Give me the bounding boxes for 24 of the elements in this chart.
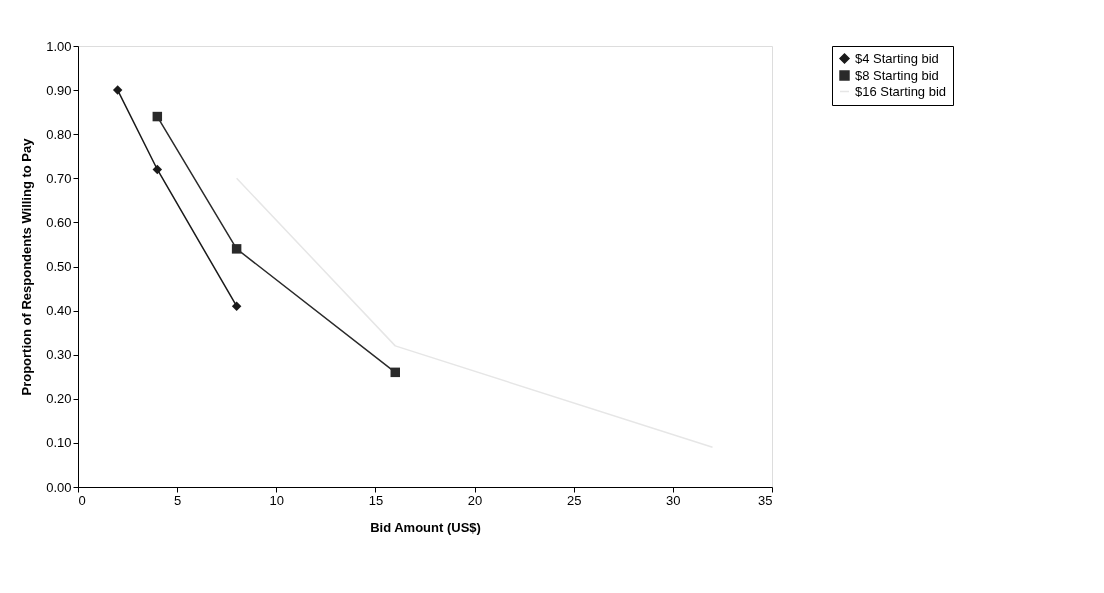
x-tick-label: 5: [174, 492, 182, 508]
y-tick-label: 0.60: [46, 214, 72, 230]
x-tick-label: 20: [467, 492, 483, 508]
y-tick-label: 0.40: [46, 303, 72, 319]
y-tick-label: 0.20: [46, 391, 72, 407]
legend-label: $8 Starting bid: [855, 67, 939, 83]
x-tick-label: 35: [758, 492, 773, 508]
y-tick-label: 0.00: [46, 479, 72, 495]
x-tick-label: 0: [78, 492, 86, 508]
y-tick-label: 0.50: [46, 259, 72, 274]
y-tick-label: 0.10: [46, 435, 72, 451]
x-tick-label: 10: [269, 492, 285, 508]
y-tick-label: 0.30: [46, 347, 72, 363]
x-tick-label: 25: [566, 492, 582, 508]
y-tick-label: 0.70: [46, 170, 72, 186]
legend-label: $4 Starting bid: [855, 50, 939, 66]
x-tick-label: 30: [666, 492, 681, 508]
y-axis-title: Proportion of Respondents Willing to Pay: [19, 137, 35, 396]
y-tick-label: 0.80: [46, 126, 72, 142]
y-tick-label: 1.00: [46, 38, 72, 54]
y-tick-label: 0.90: [46, 82, 72, 98]
legend-label: $16 Starting bid: [855, 83, 947, 99]
x-tick-label: 15: [368, 492, 384, 508]
x-axis-title: Bid Amount (US$): [370, 519, 481, 535]
